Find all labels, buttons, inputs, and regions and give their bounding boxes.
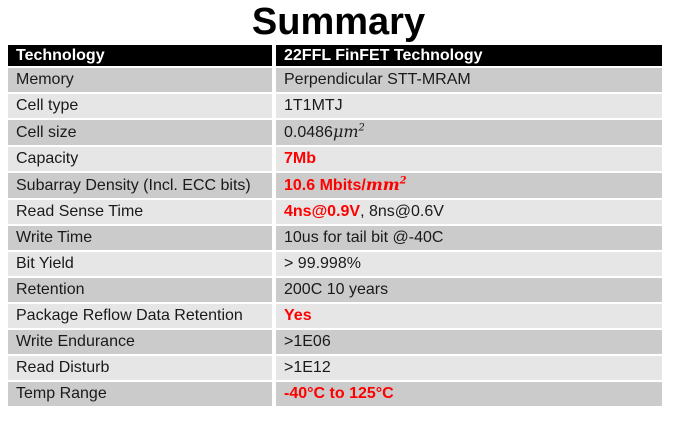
table-row: Memory Perpendicular STT-MRAM: [8, 68, 662, 94]
value-segment: 1T1MTJ: [284, 97, 343, 114]
row-value: > 99.998%: [276, 252, 662, 278]
row-label: Read Sense Time: [8, 200, 276, 226]
value-segment: > 99.998%: [284, 255, 361, 272]
row-label: Cell type: [8, 94, 276, 120]
value-segment: Perpendicular STT-MRAM: [284, 71, 471, 88]
table-row: Temp Range -40°C to 125°C: [8, 382, 662, 408]
row-value: 0.0486μm2: [276, 120, 662, 147]
header-cell-technology: Technology: [8, 45, 276, 68]
table-header: Technology 22FFL FinFET Technology: [8, 45, 662, 68]
table-row: Read Disturb >1E12: [8, 356, 662, 382]
table-row: Cell size 0.0486μm2: [8, 120, 662, 147]
table-row: Cell type 1T1MTJ: [8, 94, 662, 120]
row-value: 10us for tail bit @-40C: [276, 226, 662, 252]
value-segment: , 8ns@0.6V: [360, 203, 444, 220]
header-cell-22ffl-finfet-technology: 22FFL FinFET Technology: [276, 45, 662, 68]
value-segment: Yes: [284, 307, 312, 324]
row-label: Retention: [8, 278, 276, 304]
table-row: Package Reflow Data Retention Yes: [8, 304, 662, 330]
row-value: -40°C to 125°C: [276, 382, 662, 408]
row-label: Temp Range: [8, 382, 276, 408]
row-label: Cell size: [8, 120, 276, 147]
table-row: Capacity 7Mb: [8, 147, 662, 173]
value-segment: 4ns@0.9V: [284, 203, 361, 220]
page-title: Summary: [251, 1, 426, 43]
value-segment: 10us for tail bit @-40C: [284, 229, 444, 246]
row-value: 4ns@0.9V, 8ns@0.6V: [276, 200, 662, 226]
header-row: Technology 22FFL FinFET Technology: [8, 45, 662, 68]
value-segment: 0.0486: [284, 124, 333, 141]
table-row: Write Time 10us for tail bit @-40C: [8, 226, 662, 252]
row-label: Read Disturb: [8, 356, 276, 382]
row-value: >1E12: [276, 356, 662, 382]
row-label: Capacity: [8, 147, 276, 173]
value-segment: >1E06: [284, 333, 331, 350]
table-row: Read Sense Time 4ns@0.9V, 8ns@0.6V: [8, 200, 662, 226]
table-row: Write Endurance >1E06: [8, 330, 662, 356]
row-label: Subarray Density (Incl. ECC bits): [8, 173, 276, 200]
row-value: 7Mb: [276, 147, 662, 173]
value-segment: -40°C to 125°C: [284, 385, 394, 402]
value-segment: μm: [332, 122, 359, 141]
row-label: Write Endurance: [8, 330, 276, 356]
value-segment: 10.6 Mbits/: [284, 177, 366, 194]
value-segment: 200C 10 years: [284, 281, 389, 298]
row-value: 1T1MTJ: [276, 94, 662, 120]
table-row: Bit Yield > 99.998%: [8, 252, 662, 278]
row-value: Perpendicular STT-MRAM: [276, 68, 662, 94]
row-value: 10.6 Mbits/mm2: [276, 173, 662, 200]
value-segment: mm: [365, 175, 400, 194]
value-segment: >1E12: [284, 359, 331, 376]
row-label: Write Time: [8, 226, 276, 252]
table-body: Memory Perpendicular STT-MRAM Cell type 1T1…: [8, 68, 662, 408]
row-value: Yes: [276, 304, 662, 330]
value-segment: 2: [399, 175, 407, 187]
table-row: Retention 200C 10 years: [8, 278, 662, 304]
row-value: >1E06: [276, 330, 662, 356]
row-label: Bit Yield: [8, 252, 276, 278]
row-value: 200C 10 years: [276, 278, 662, 304]
value-segment: 7Mb: [284, 150, 316, 167]
value-segment: 2: [358, 122, 365, 134]
summary-table: Technology 22FFL FinFET Technology Memor…: [8, 45, 662, 408]
row-label: Memory: [8, 68, 276, 94]
row-label: Package Reflow Data Retention: [8, 304, 276, 330]
table-row: Subarray Density (Incl. ECC bits) 10.6 Mb…: [8, 173, 662, 200]
